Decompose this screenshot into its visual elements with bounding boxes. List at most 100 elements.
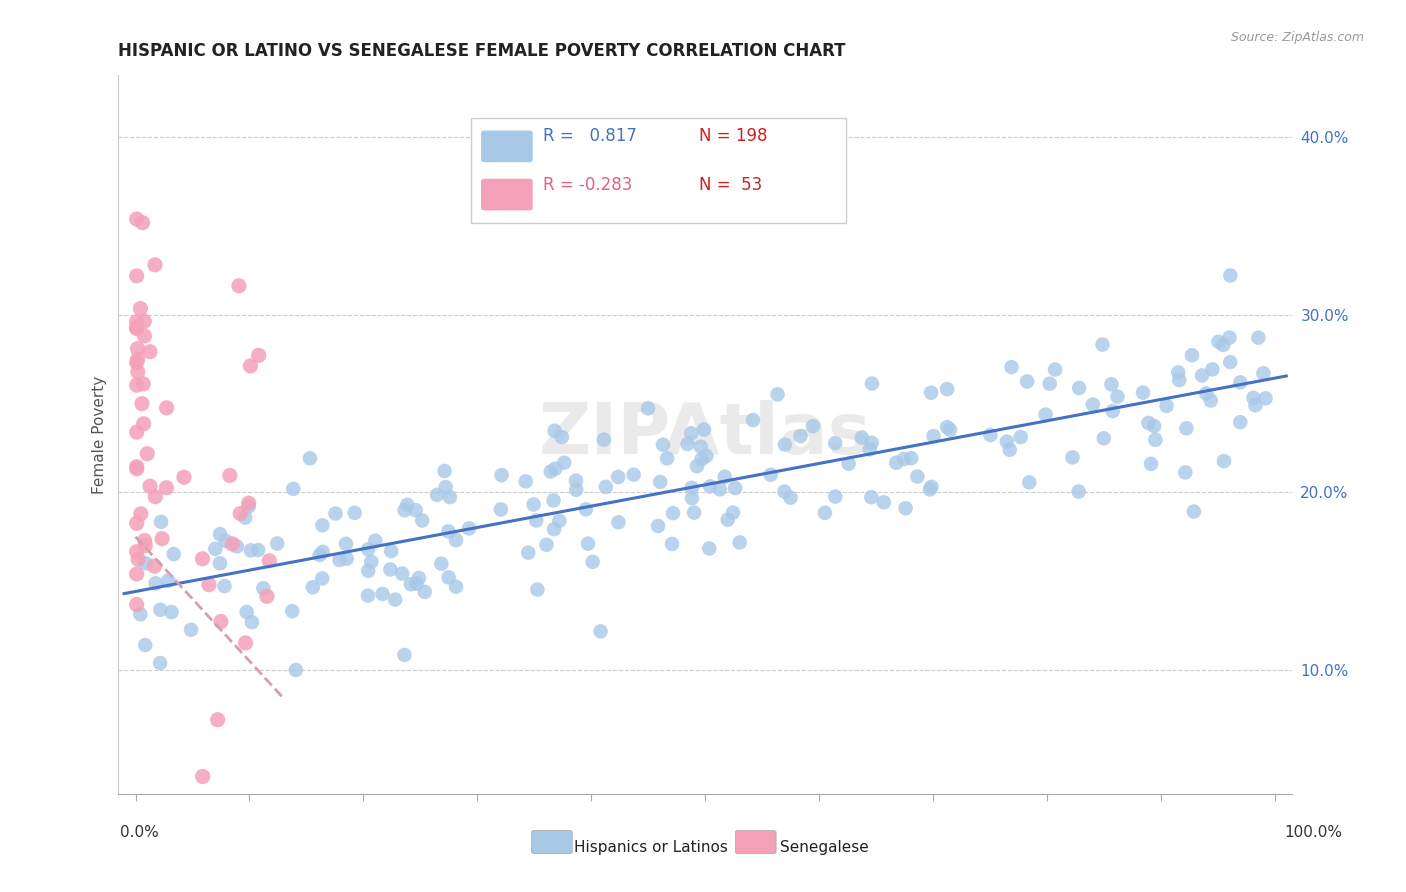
- Text: HISPANIC OR LATINO VS SENEGALESE FEMALE POVERTY CORRELATION CHART: HISPANIC OR LATINO VS SENEGALESE FEMALE …: [118, 42, 846, 60]
- Point: [191, 769, 214, 783]
- Point: [207, 713, 229, 727]
- Point: [357, 542, 380, 557]
- Point: [920, 480, 942, 494]
- Point: [647, 519, 669, 533]
- Point: [256, 590, 278, 604]
- Point: [240, 615, 263, 630]
- Point: [233, 510, 256, 524]
- Text: 100.0%: 100.0%: [1285, 825, 1343, 839]
- Point: [814, 506, 837, 520]
- Point: [134, 533, 156, 548]
- Point: [1213, 454, 1236, 468]
- Point: [491, 468, 513, 483]
- Point: [1168, 373, 1191, 387]
- Point: [433, 464, 456, 478]
- Point: [405, 503, 427, 517]
- Point: [125, 545, 148, 559]
- Point: [357, 589, 380, 603]
- Point: [565, 474, 588, 488]
- Text: R = -0.283: R = -0.283: [543, 177, 633, 194]
- Point: [695, 449, 717, 463]
- Point: [721, 506, 744, 520]
- Point: [697, 541, 720, 556]
- Point: [1137, 416, 1160, 430]
- Point: [259, 554, 281, 568]
- Point: [905, 469, 928, 483]
- Point: [1254, 392, 1277, 406]
- Point: [553, 456, 575, 470]
- Point: [548, 514, 571, 528]
- Point: [247, 543, 270, 558]
- Point: [582, 555, 605, 569]
- Point: [801, 419, 824, 434]
- Point: [995, 434, 1018, 449]
- Point: [709, 483, 731, 497]
- Point: [371, 587, 394, 601]
- Point: [328, 553, 350, 567]
- Point: [380, 562, 402, 576]
- Point: [1010, 430, 1032, 444]
- Point: [125, 268, 148, 283]
- Point: [544, 461, 567, 475]
- Point: [135, 556, 157, 570]
- Point: [335, 537, 357, 551]
- Point: [360, 555, 382, 569]
- Point: [408, 571, 430, 585]
- Point: [131, 396, 153, 410]
- Point: [134, 539, 156, 553]
- Point: [284, 663, 307, 677]
- Point: [134, 329, 156, 343]
- Point: [125, 516, 148, 531]
- Point: [136, 447, 159, 461]
- Point: [157, 574, 180, 588]
- Point: [1212, 338, 1234, 352]
- Text: N = 198: N = 198: [699, 128, 768, 145]
- Point: [235, 605, 257, 619]
- Point: [699, 479, 721, 493]
- Point: [1247, 331, 1270, 345]
- Point: [565, 483, 588, 497]
- Point: [575, 502, 598, 516]
- Point: [524, 514, 547, 528]
- Point: [357, 564, 380, 578]
- Point: [489, 502, 512, 516]
- Point: [125, 378, 148, 392]
- Point: [247, 348, 270, 362]
- Point: [936, 382, 959, 396]
- Point: [728, 535, 751, 549]
- Point: [1219, 268, 1241, 283]
- Point: [893, 452, 915, 467]
- Point: [218, 468, 240, 483]
- Text: Hispanics or Latinos: Hispanics or Latinos: [574, 840, 727, 855]
- Point: [589, 624, 612, 639]
- Point: [229, 507, 252, 521]
- Point: [681, 426, 703, 441]
- Text: N =  53: N = 53: [699, 177, 762, 194]
- Text: Senegalese: Senegalese: [780, 840, 869, 855]
- Point: [623, 467, 645, 482]
- Point: [125, 567, 148, 582]
- Point: [1015, 375, 1038, 389]
- Point: [526, 582, 548, 597]
- Point: [129, 301, 152, 316]
- Point: [134, 638, 156, 652]
- Point: [235, 636, 257, 650]
- Point: [266, 536, 288, 550]
- Point: [312, 545, 335, 559]
- Point: [437, 524, 460, 539]
- Point: [125, 425, 148, 439]
- Point: [125, 459, 148, 474]
- Point: [1035, 408, 1057, 422]
- Point: [139, 344, 162, 359]
- Point: [125, 321, 148, 335]
- Point: [325, 507, 347, 521]
- Point: [1244, 398, 1267, 412]
- Point: [1201, 362, 1223, 376]
- Point: [1062, 450, 1084, 465]
- Point: [214, 579, 236, 593]
- Point: [824, 436, 846, 450]
- Point: [1018, 475, 1040, 490]
- Point: [1229, 376, 1251, 390]
- Point: [1043, 362, 1066, 376]
- Point: [149, 603, 172, 617]
